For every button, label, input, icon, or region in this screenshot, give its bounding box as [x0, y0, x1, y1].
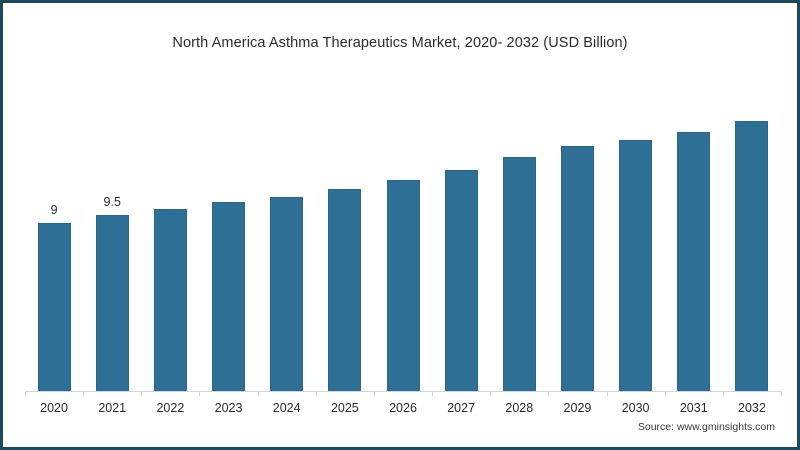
x-tick-label-2025: 2025 [330, 401, 359, 415]
x-axis-tick-9 [548, 391, 549, 396]
x-tick-label-2020: 2020 [40, 401, 68, 415]
chart-title: North America Asthma Therapeutics Market… [172, 35, 628, 51]
bar-2023 [212, 202, 245, 391]
bar-2030 [619, 140, 652, 391]
bar-2029 [561, 146, 594, 391]
x-tick-label-2022: 2022 [156, 401, 185, 415]
bar-value-label-2020: 9 [50, 203, 58, 217]
x-axis-tick-11 [665, 391, 666, 396]
x-axis-tick-6 [374, 391, 375, 396]
x-tick-label-2024: 2024 [272, 401, 301, 415]
x-tick-label-2028: 2028 [505, 401, 534, 415]
x-axis-tick-4 [258, 391, 259, 396]
x-axis-tick-12 [723, 391, 724, 396]
x-axis-tick-2 [141, 391, 142, 396]
source-note: Source: www.gminsights.com [637, 421, 775, 433]
x-axis-tick-3 [199, 391, 200, 396]
x-tick-label-2026: 2026 [389, 401, 417, 415]
bar-2025 [328, 189, 361, 391]
x-axis-tick-1 [83, 391, 84, 396]
bar-2026 [387, 180, 420, 391]
x-axis-tick-7 [432, 391, 433, 396]
bar-value-label-2021: 9.5 [103, 195, 121, 209]
x-tick-label-2027: 2027 [447, 401, 476, 415]
x-tick-label-2023: 2023 [214, 401, 243, 415]
bar-2031 [677, 132, 710, 391]
x-tick-label-2032: 2032 [738, 401, 766, 415]
bar-2021 [96, 215, 129, 391]
x-axis-tick-13 [781, 391, 782, 396]
bar-2027 [445, 170, 478, 391]
x-tick-label-2021: 2021 [98, 401, 127, 415]
x-axis-tick-8 [490, 391, 491, 396]
bar-2032 [735, 121, 768, 391]
bar-2024 [270, 197, 303, 391]
bar-2020 [38, 223, 71, 391]
x-axis-tick-0 [25, 391, 26, 396]
bar-2022 [154, 209, 187, 391]
x-axis-tick-5 [316, 391, 317, 396]
x-tick-label-2029: 2029 [563, 401, 592, 415]
x-axis-tick-10 [607, 391, 608, 396]
bar-2028 [503, 157, 536, 391]
x-tick-label-2031: 2031 [679, 401, 708, 415]
plot-area: 9 9.5 2020 2021 2022 2023 2024 2025 2026 2027 202… [3, 3, 797, 447]
x-axis-line [25, 391, 781, 392]
x-tick-label-2030: 2030 [621, 401, 650, 415]
